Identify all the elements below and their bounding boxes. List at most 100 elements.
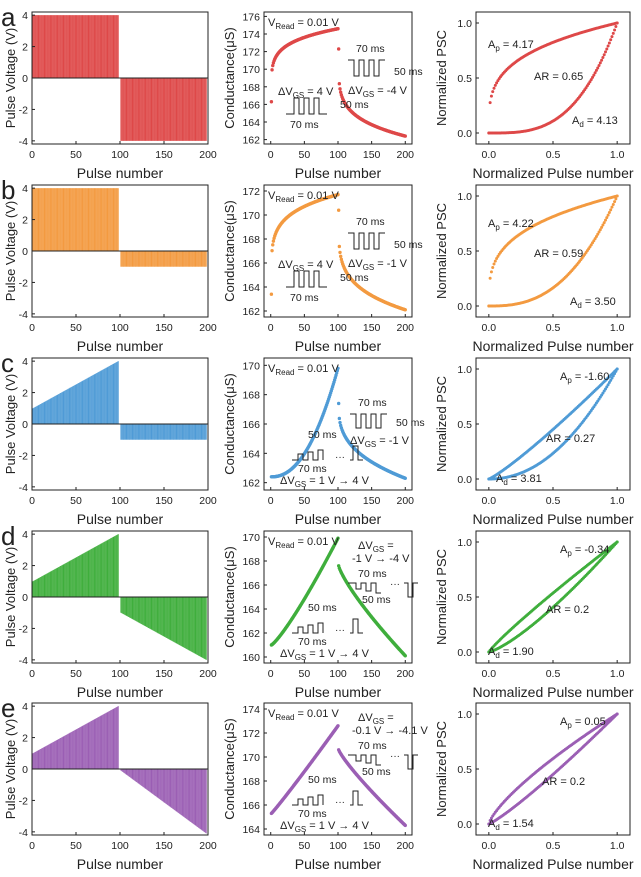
- pot-delay-label: 70 ms: [290, 119, 319, 131]
- psc-point-dep: [604, 50, 607, 54]
- y-axis-label: Normalized PSC: [434, 203, 449, 299]
- x-tick-label: 50: [299, 495, 311, 507]
- conductance-point-dep: [337, 82, 342, 86]
- x-tick-label: 200: [397, 495, 415, 507]
- x-tick-label: 150: [155, 840, 173, 852]
- x-tick-label: 0.0: [482, 495, 497, 507]
- y-axis-label: Pulse Voltage (V): [3, 28, 18, 128]
- psc-point-pot: [492, 86, 496, 90]
- conductance-axes: [263, 184, 413, 318]
- vread-label: VRead = 0.01 V: [268, 17, 339, 31]
- x-tick-label: 100: [329, 668, 347, 680]
- x-tick-label: 0.5: [546, 668, 561, 680]
- panel-letter: b: [1, 175, 15, 205]
- y-tick-label: 0.5: [457, 419, 472, 431]
- x-tick-label: 200: [397, 668, 415, 680]
- y-tick-label: 164: [242, 448, 260, 460]
- conductance-point-dep: [403, 823, 407, 828]
- y-tick-label: 0: [22, 592, 28, 604]
- x-tick-label: 200: [397, 322, 415, 334]
- psc-point-dep: [601, 56, 605, 60]
- x-tick-label: 1.0: [610, 322, 625, 334]
- conductance-point-dep: [338, 420, 342, 425]
- vread-label: VRead = 0.01 V: [268, 190, 339, 204]
- y-tick-label: 0.0: [457, 128, 472, 140]
- x-axis-label: Pulse number: [295, 338, 382, 354]
- y-tick-label: 170: [242, 360, 260, 372]
- y-tick-label: 0.0: [457, 301, 472, 313]
- pot-waveform-tail: [350, 445, 363, 461]
- psc-point-dep: [610, 205, 614, 209]
- conductance-points: [269, 27, 407, 138]
- x-tick-label: 1.0: [610, 149, 625, 161]
- pot-waveform-tail: [350, 618, 363, 634]
- x-tick-label: 150: [363, 840, 381, 852]
- pot-ellipsis: ···: [335, 797, 345, 808]
- y-tick-label: 168: [242, 82, 260, 94]
- pot-delay-label: 70 ms: [298, 636, 327, 648]
- psc-point-dep: [610, 35, 614, 39]
- x-tick-label: 200: [199, 322, 217, 334]
- conductance-points: [269, 724, 407, 828]
- x-tick-label: 0.5: [546, 495, 561, 507]
- x-tick-label: 0.5: [546, 322, 561, 334]
- x-tick-label: 0: [268, 322, 274, 334]
- x-tick-label: 50: [70, 668, 82, 680]
- x-tick-label: 0: [29, 149, 35, 161]
- psc-point-dep: [607, 211, 611, 215]
- psc-points: [487, 712, 619, 826]
- y-axis-label: Conductance(μS): [222, 373, 237, 474]
- y-tick-label: -2: [19, 795, 28, 807]
- y-tick-label: 2: [22, 388, 28, 400]
- psc-point-pot: [493, 83, 497, 87]
- dep-delay-label: 70 ms: [358, 568, 387, 580]
- pot-waveform: [286, 270, 327, 288]
- x-tick-label: 200: [397, 840, 415, 852]
- y-tick-label: 0.0: [457, 474, 472, 486]
- pot-ellipsis: ···: [335, 452, 345, 463]
- voltage-bars: [32, 188, 207, 267]
- y-tick-label: -4: [19, 136, 28, 148]
- x-tick-label: 150: [363, 668, 381, 680]
- psc-point-dep: [606, 383, 610, 387]
- conductance-axes: [263, 11, 413, 145]
- y-tick-label: 172: [242, 47, 260, 59]
- y-tick-label: 162: [242, 478, 260, 490]
- dep-waveform-tail: [404, 582, 418, 598]
- x-axis-label: Normalized Pulse number: [472, 511, 633, 527]
- psc-point-dep: [600, 225, 604, 229]
- dep-width-label: 50 ms: [396, 417, 425, 429]
- pot-delta-v-label: ΔVGS = 4 V: [278, 86, 334, 100]
- x-tick-label: 50: [70, 495, 82, 507]
- y-tick-label: 172: [242, 728, 260, 740]
- y-axis-label: Pulse Voltage (V): [3, 547, 18, 647]
- conductance-point-pot: [271, 239, 276, 243]
- psc-point-dep: [606, 213, 610, 217]
- y-tick-label: 4: [22, 10, 28, 22]
- pot-delta-v-label: ΔVGS = 1 V → 4 V: [280, 648, 370, 662]
- psc-ad-label: Ad = 4.13: [572, 115, 618, 129]
- y-tick-label: -2: [19, 623, 28, 635]
- psc-point-dep: [600, 58, 604, 62]
- x-axis-label: Pulse number: [77, 684, 164, 700]
- x-tick-label: 100: [111, 495, 129, 507]
- panel-letter: a: [1, 2, 16, 32]
- psc-point-dep: [591, 75, 595, 79]
- x-tick-label: 100: [111, 322, 129, 334]
- x-tick-label: 100: [329, 840, 347, 852]
- psc-ad-label: Ad = 3.50: [570, 296, 616, 310]
- x-tick-label: 150: [363, 322, 381, 334]
- psc-point-dep: [611, 202, 615, 206]
- x-axis-label: Pulse number: [295, 684, 382, 700]
- dep-waveform-tail: [404, 754, 418, 770]
- x-tick-label: 150: [155, 149, 173, 161]
- x-tick-label: 50: [70, 322, 82, 334]
- y-tick-label: 166: [242, 580, 260, 592]
- dep-delay-label: 70 ms: [358, 740, 387, 752]
- dep-width-label: 50 ms: [362, 766, 391, 778]
- y-tick-label: 0.0: [457, 647, 472, 659]
- y-axis-label: Conductance(μS): [222, 718, 237, 819]
